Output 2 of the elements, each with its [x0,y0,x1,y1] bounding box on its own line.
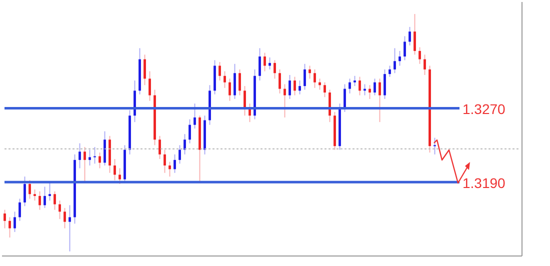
ref-line-label: 1.3270 [462,101,506,118]
ref-line-label: 1.3190 [462,175,506,192]
